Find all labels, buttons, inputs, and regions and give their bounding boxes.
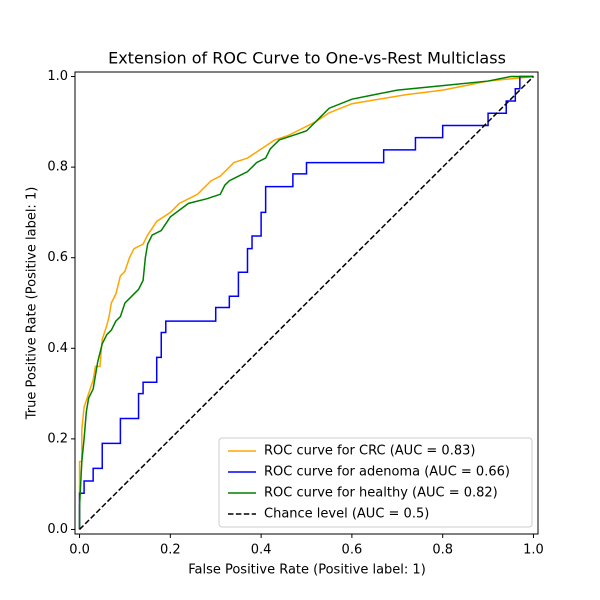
y-axis-label: True Positive Rate (Positive label: 1) <box>25 187 40 421</box>
y-tick-label: 0.6 <box>47 250 68 265</box>
legend-label: Chance level (AUC = 0.5) <box>264 507 429 522</box>
y-tick-label: 0.0 <box>47 522 68 537</box>
legend-label: ROC curve for CRC (AUC = 0.83) <box>264 444 475 459</box>
y-tick-label: 0.4 <box>47 341 68 356</box>
legend-label: ROC curve for healthy (AUC = 0.82) <box>264 486 498 501</box>
x-tick-label: 0.0 <box>69 543 90 558</box>
y-tick-label: 0.2 <box>47 431 68 446</box>
y-tick-label: 0.8 <box>47 160 68 175</box>
x-tick-label: 0.6 <box>342 543 363 558</box>
x-axis-label: False Positive Rate (Positive label: 1) <box>188 563 426 578</box>
legend-box <box>218 437 533 528</box>
roc-curve <box>78 75 534 530</box>
roc-curve <box>78 75 534 530</box>
roc-curve <box>79 75 534 531</box>
x-tick-label: 1.0 <box>523 543 544 558</box>
legend-label: ROC curve for adenoma (AUC = 0.66) <box>264 465 510 480</box>
axes-frame <box>74 71 539 535</box>
roc-curve <box>78 75 534 530</box>
x-tick-label: 0.8 <box>432 543 453 558</box>
chart-title: Extension of ROC Curve to One-vs-Rest Mu… <box>108 49 506 68</box>
x-tick-label: 0.2 <box>160 543 181 558</box>
y-tick-label: 1.0 <box>47 69 68 84</box>
x-tick-label: 0.4 <box>251 543 272 558</box>
